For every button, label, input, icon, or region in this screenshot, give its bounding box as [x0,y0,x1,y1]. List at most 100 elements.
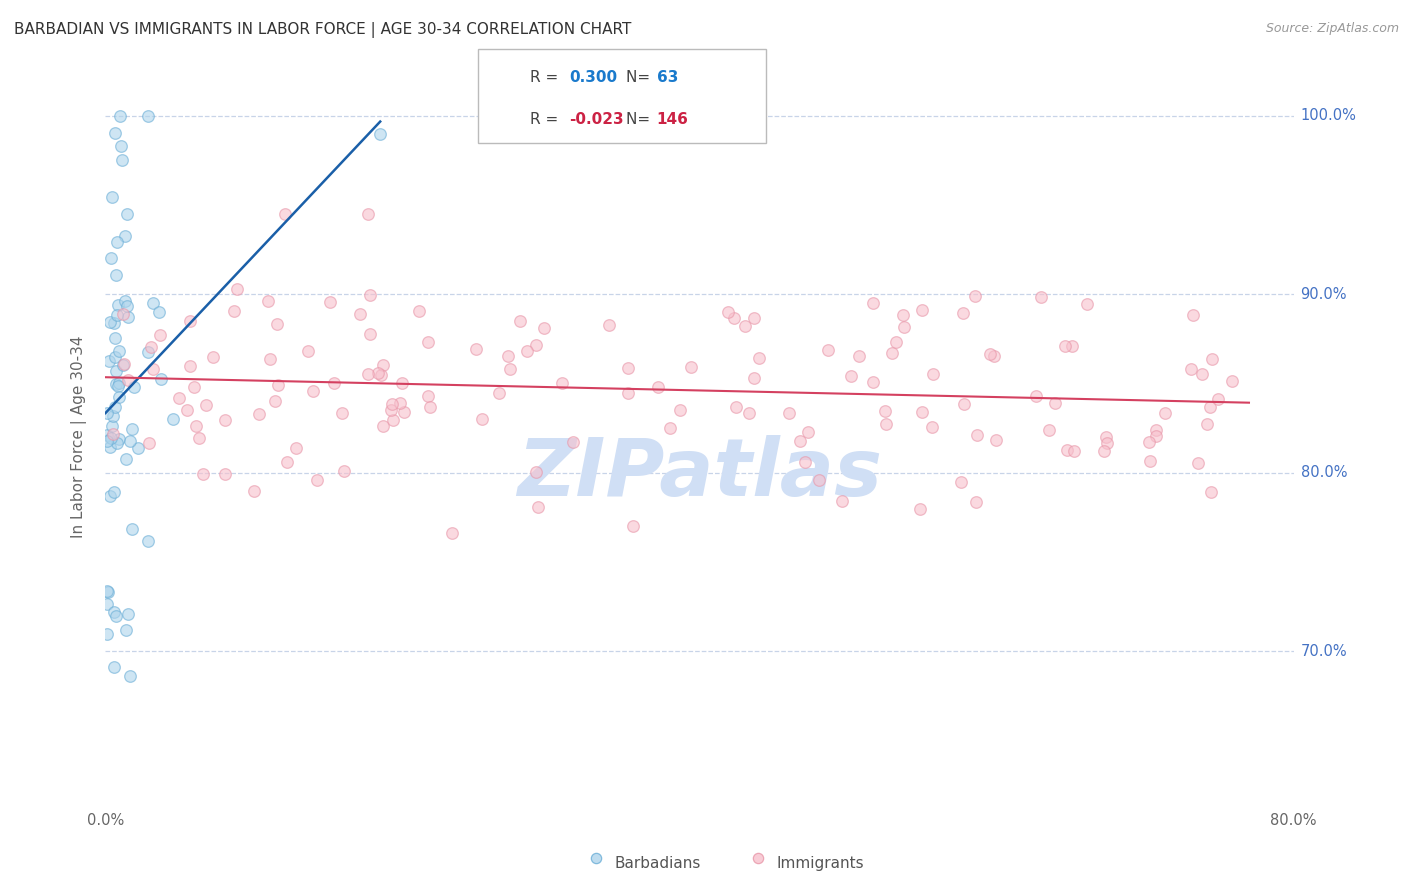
Point [96,627,118,641]
Point [107,235,129,250]
Point [370,368,392,382]
Point [875,404,897,418]
Point [136,109,159,123]
Point [193,467,215,481]
Point [104,376,127,391]
Point [111,153,134,167]
Point [115,207,138,221]
Point [647,380,669,394]
Point [742,311,765,326]
Point [734,318,756,333]
Text: BARBADIAN VS IMMIGRANTS IN LABOR FORCE | AGE 30-34 CORRELATION CHART: BARBADIAN VS IMMIGRANTS IN LABOR FORCE |… [14,22,631,38]
Point [104,126,127,140]
Point [893,320,915,334]
Point [214,467,236,481]
Point [367,366,389,380]
Point [617,360,640,375]
Point [1137,435,1160,450]
Point [496,349,519,363]
Point [105,268,128,282]
Point [965,495,987,509]
Point [136,533,159,548]
Point [797,425,820,440]
Point [138,436,160,450]
Point [747,851,769,865]
Point [322,376,344,391]
Point [911,405,934,419]
Point [276,454,298,468]
Point [1220,374,1243,388]
Point [301,384,323,399]
Point [617,385,640,400]
Text: N=: N= [626,112,655,128]
Text: 90.0%: 90.0% [1301,287,1347,301]
Point [107,378,129,392]
Point [419,400,441,414]
Point [598,318,620,332]
Text: 63: 63 [657,70,678,85]
Point [659,421,682,435]
Point [392,405,415,419]
Point [98,354,121,368]
Point [103,605,125,619]
Point [114,228,136,243]
Point [1187,456,1209,470]
Point [551,376,574,390]
Point [418,389,440,403]
Point [256,293,278,308]
Point [831,493,853,508]
Point [1095,436,1118,450]
Point [389,396,412,410]
Point [498,111,520,125]
Point [533,320,555,334]
Point [120,669,142,683]
Point [264,394,287,409]
Text: R =: R = [530,70,564,85]
Point [136,345,159,359]
Point [117,299,139,313]
Point [841,368,863,383]
Text: 0.300: 0.300 [569,70,617,85]
Text: 70.0%: 70.0% [1301,644,1347,658]
Point [891,308,914,322]
Point [184,419,207,434]
Point [983,350,1005,364]
Point [371,358,394,372]
Point [226,282,249,296]
Point [105,435,128,450]
Text: -0.023: -0.023 [569,112,624,128]
Point [357,367,380,381]
Text: 80.0%: 80.0% [1301,466,1347,480]
Point [101,190,124,204]
Point [681,360,703,375]
Point [669,403,692,417]
Text: Immigrants: Immigrants [776,856,863,871]
Point [149,372,172,386]
Point [524,465,547,479]
Point [391,376,413,391]
Point [966,428,988,442]
Point [1092,444,1115,458]
Text: 100.0%: 100.0% [1301,109,1357,123]
Point [789,434,811,449]
Point [1056,442,1078,457]
Point [742,371,765,385]
Point [717,304,740,318]
Point [107,390,129,404]
Point [103,409,125,423]
Point [516,343,538,358]
Point [104,400,127,414]
Point [371,418,394,433]
Point [108,376,131,391]
Point [1206,392,1229,406]
Point [380,403,402,417]
Text: ZIPatlas: ZIPatlas [517,434,882,513]
Point [862,295,884,310]
Text: 146: 146 [657,112,689,128]
Point [922,367,945,381]
Point [356,207,378,221]
Point [179,314,201,328]
Point [110,138,132,153]
Point [793,455,815,469]
Point [118,434,141,448]
